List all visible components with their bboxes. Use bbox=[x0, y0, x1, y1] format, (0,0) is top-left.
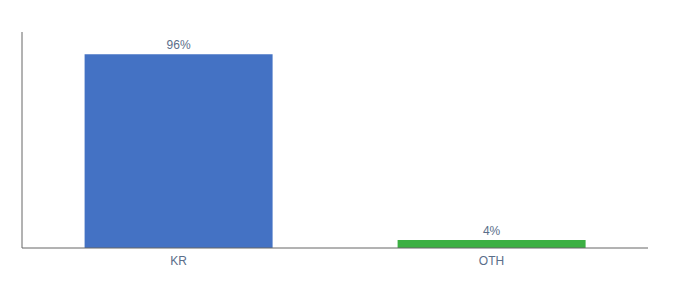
svg-text:OTH: OTH bbox=[479, 254, 504, 268]
svg-text:4%: 4% bbox=[483, 224, 501, 238]
svg-text:KR: KR bbox=[170, 254, 187, 268]
svg-text:96%: 96% bbox=[167, 38, 191, 52]
